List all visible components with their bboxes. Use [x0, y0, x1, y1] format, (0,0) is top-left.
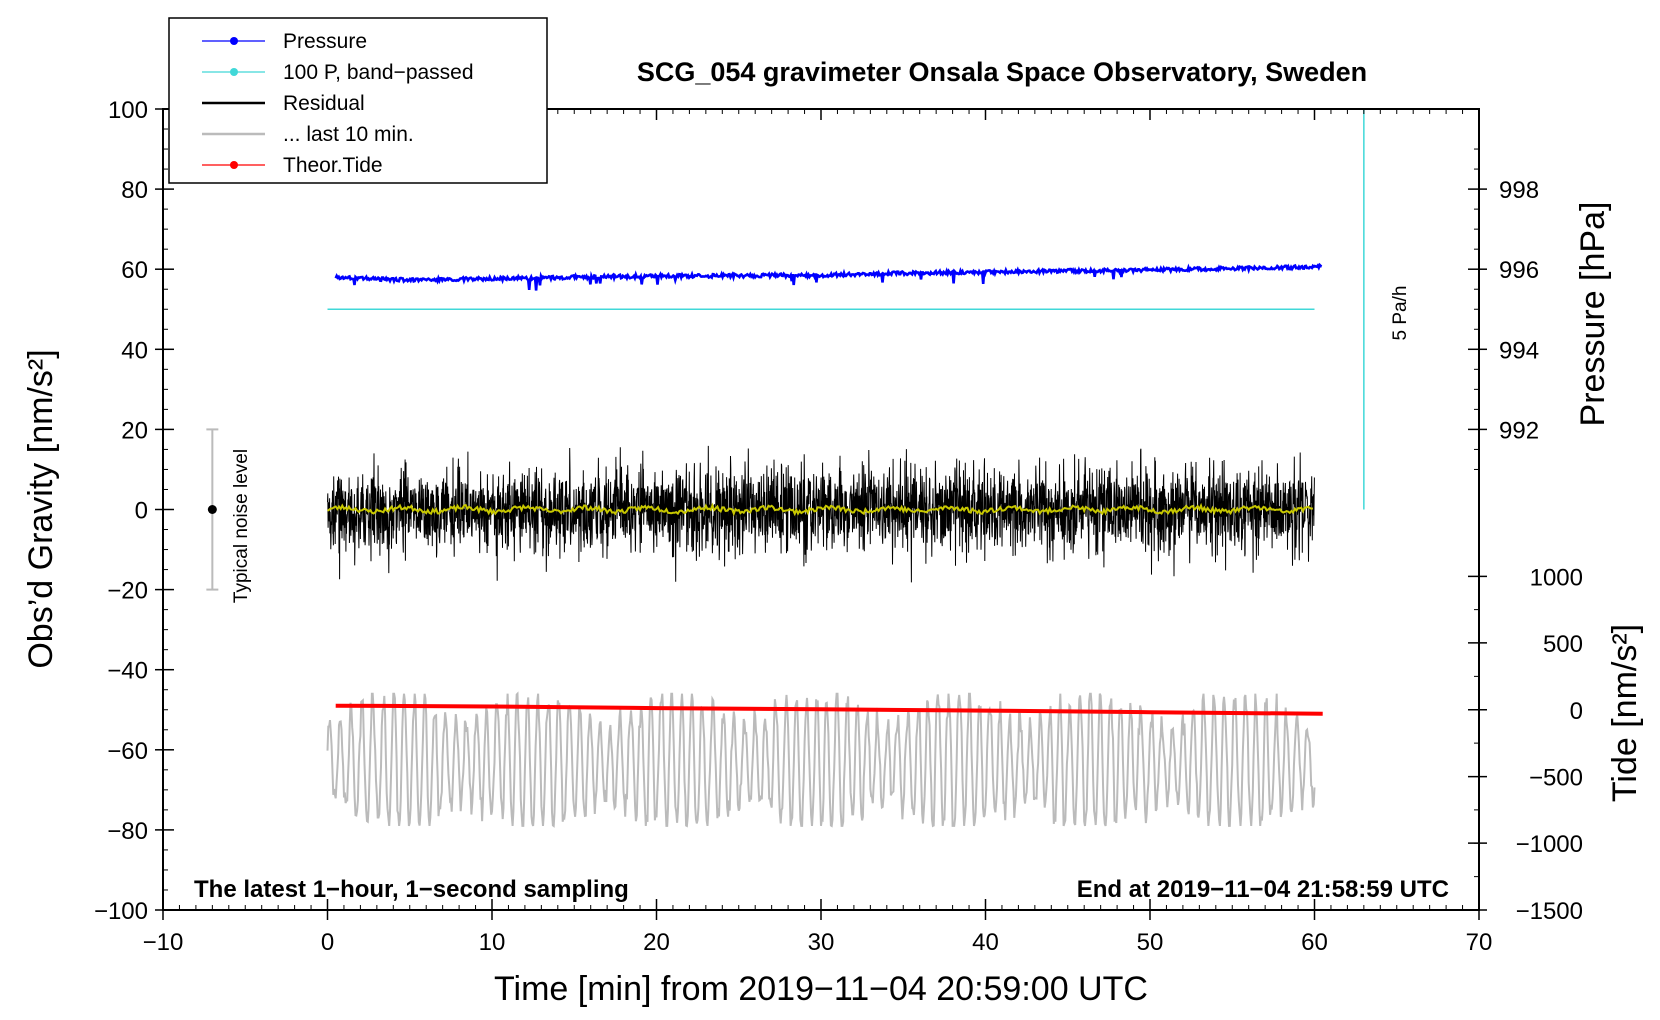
x-axis: −10 0 10 20 30 40 50 60 70	[143, 109, 1493, 956]
y-tick-label: −60	[107, 738, 148, 765]
legend-label: Theor.Tide	[283, 154, 383, 177]
noise-marker-label: Typical noise level	[231, 449, 252, 603]
x-axis-title: Time [min] from 2019−11−04 20:59:00 UTC	[494, 970, 1148, 1008]
annotation-sampling: The latest 1−hour, 1−second sampling	[194, 876, 629, 903]
tide-tick-label: −1000	[1516, 831, 1583, 858]
x-tick-label: 50	[1137, 929, 1164, 956]
y-axis-left: 100 80 60 40 20 0 −20 −40 −60 −80 −100	[94, 97, 174, 925]
legend-marker	[230, 161, 238, 169]
series-layer	[206, 109, 1365, 828]
legend-label: ... last 10 min.	[283, 123, 414, 146]
legend-marker	[230, 37, 238, 45]
legend: Pressure 100 P, band−passed Residual ... la…	[168, 17, 548, 184]
y-tick-label: 60	[121, 257, 148, 284]
rate-marker-label: 5 Pa/h	[1390, 286, 1411, 341]
pressure-tick-label: 996	[1499, 257, 1539, 284]
series-pressure-line	[334, 262, 1323, 291]
y-axis-tide-title: Tide [nm/s²]	[1606, 624, 1644, 802]
tide-tick-label: −1500	[1516, 898, 1583, 925]
x-tick-label: 20	[643, 929, 670, 956]
x-tick-label: 40	[972, 929, 999, 956]
legend-label: Pressure	[283, 30, 367, 53]
y-tick-label: −20	[107, 578, 148, 605]
y-tick-label: 80	[121, 177, 148, 204]
y-tick-label: 0	[135, 498, 148, 525]
y-tick-label: −80	[107, 818, 148, 845]
pressure-tick-label: 998	[1499, 177, 1539, 204]
tide-tick-label: 500	[1543, 631, 1583, 658]
y-tick-label: −40	[107, 658, 148, 685]
y-tick-label: 40	[121, 337, 148, 364]
noise-marker-dot	[207, 505, 217, 514]
x-tick-label: 60	[1301, 929, 1328, 956]
legend-box	[168, 17, 548, 184]
y-axis-tide: 1000 500 0 −500 −1000 −1500	[1468, 564, 1583, 925]
tide-tick-label: 1000	[1530, 564, 1583, 591]
x-tick-label: −10	[143, 929, 184, 956]
x-tick-label: 0	[321, 929, 334, 956]
tide-tick-label: 0	[1570, 698, 1583, 725]
tide-tick-label: −500	[1529, 765, 1583, 792]
chart-title: SCG_054 gravimeter Onsala Space Observat…	[637, 57, 1367, 87]
x-tick-label: 30	[808, 929, 835, 956]
x-tick-label: 10	[479, 929, 506, 956]
y-axis-pressure: 998 996 994 992	[1468, 148, 1539, 470]
y-tick-label: 100	[108, 97, 148, 124]
x-tick-label: 70	[1466, 929, 1493, 956]
legend-label: Residual	[283, 92, 365, 115]
y-axis-left-title: Obs’d Gravity [nm/s²]	[22, 349, 60, 668]
annotation-end-time: End at 2019−11−04 21:58:59 UTC	[1077, 876, 1449, 903]
series-residual-smoothed-line	[327, 502, 1314, 517]
series-last-10-min-line	[326, 691, 1316, 828]
y-axis-pressure-title: Pressure [hPa]	[1574, 202, 1612, 427]
series-theoretical-tide-line	[335, 703, 1323, 716]
pressure-tick-label: 994	[1499, 337, 1539, 364]
y-tick-label: 20	[121, 417, 148, 444]
pressure-tick-label: 992	[1499, 417, 1539, 444]
series-residual-line	[327, 445, 1315, 583]
legend-marker	[230, 68, 238, 76]
y-tick-label: −100	[94, 898, 148, 925]
legend-label: 100 P, band−passed	[283, 61, 474, 84]
